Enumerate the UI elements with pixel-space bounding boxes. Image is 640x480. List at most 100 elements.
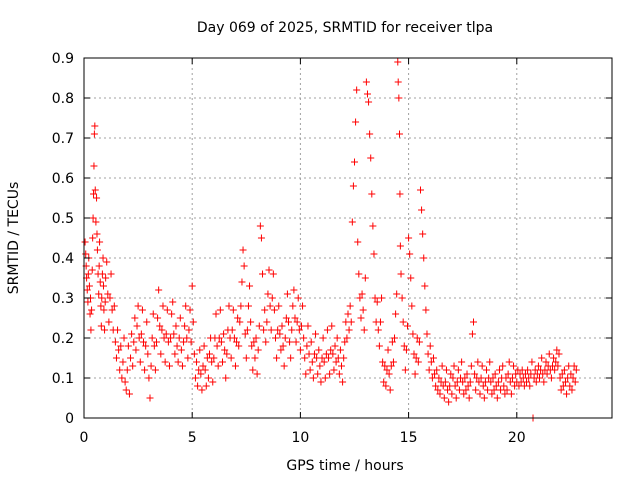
data-point: [454, 366, 462, 374]
data-point: [360, 326, 368, 334]
data-point: [317, 378, 325, 386]
data-point: [441, 378, 449, 386]
y-tick-label: 0.8: [52, 91, 74, 107]
data-point: [396, 242, 404, 250]
data-point: [228, 326, 236, 334]
data-point: [336, 346, 344, 354]
data-point: [423, 330, 431, 338]
data-point: [296, 346, 304, 354]
data-point: [261, 306, 269, 314]
data-point: [198, 386, 206, 394]
data-point: [233, 338, 241, 346]
data-point: [265, 266, 273, 274]
data-point: [251, 354, 259, 362]
data-point: [246, 282, 254, 290]
data-point: [278, 322, 286, 330]
data-point: [386, 386, 394, 394]
data-point: [235, 342, 243, 350]
data-point: [263, 318, 271, 326]
data-point: [325, 354, 333, 362]
data-point: [130, 338, 138, 346]
data-point: [97, 302, 105, 310]
data-point: [332, 358, 340, 366]
data-point: [536, 374, 544, 382]
data-point: [303, 342, 311, 350]
data-point: [465, 394, 473, 402]
data-point: [170, 330, 178, 338]
data-point: [449, 374, 457, 382]
data-point: [282, 314, 290, 322]
data-point: [418, 206, 426, 214]
data-point: [286, 338, 294, 346]
data-point: [270, 306, 278, 314]
data-point: [314, 370, 322, 378]
data-point: [326, 370, 334, 378]
data-point: [217, 338, 225, 346]
data-point: [161, 358, 169, 366]
data-point: [86, 310, 94, 318]
data-point: [89, 234, 97, 242]
data-point: [273, 354, 281, 362]
data-point: [497, 386, 505, 394]
data-point: [172, 322, 180, 330]
data-point: [312, 330, 320, 338]
data-point: [173, 342, 181, 350]
data-point: [499, 362, 507, 370]
x-tick-label: 15: [400, 430, 418, 446]
data-point: [231, 362, 239, 370]
data-point: [209, 378, 217, 386]
data-point: [239, 246, 247, 254]
data-points: [81, 58, 580, 422]
data-point: [118, 374, 126, 382]
data-point: [333, 334, 341, 342]
data-point: [99, 282, 107, 290]
data-point: [353, 86, 361, 94]
data-point: [451, 382, 459, 390]
data-point: [435, 374, 443, 382]
data-point: [367, 154, 375, 162]
data-point: [255, 322, 263, 330]
data-point: [144, 350, 152, 358]
data-point: [135, 334, 143, 342]
data-point: [306, 366, 314, 374]
data-point: [269, 270, 277, 278]
data-point: [168, 310, 176, 318]
data-point: [416, 186, 424, 194]
y-axis-label: SRMTID / TECUs: [6, 182, 22, 295]
data-point: [121, 378, 129, 386]
data-point: [284, 318, 292, 326]
data-point: [343, 334, 351, 342]
data-point: [542, 358, 550, 366]
data-point: [106, 294, 114, 302]
y-tick-label: 0.1: [52, 371, 74, 387]
data-point: [501, 390, 509, 398]
data-point: [90, 130, 98, 138]
data-point: [495, 366, 503, 374]
data-point: [427, 358, 435, 366]
data-point: [551, 366, 559, 374]
data-point: [404, 322, 412, 330]
data-point: [183, 334, 191, 342]
data-point: [374, 326, 382, 334]
data-point: [335, 370, 343, 378]
data-point: [559, 382, 567, 390]
data-point: [434, 386, 442, 394]
data-point: [488, 390, 496, 398]
data-point: [300, 334, 308, 342]
data-point: [484, 386, 492, 394]
data-point: [167, 334, 175, 342]
data-point: [182, 302, 190, 310]
data-point: [354, 238, 362, 246]
data-point: [534, 362, 542, 370]
data-point: [140, 338, 148, 346]
data-point: [215, 334, 223, 342]
data-point: [409, 330, 417, 338]
data-point: [195, 366, 203, 374]
data-point: [291, 314, 299, 322]
data-point: [234, 314, 242, 322]
data-point: [248, 342, 256, 350]
data-point: [478, 362, 486, 370]
data-point: [289, 302, 297, 310]
data-point: [348, 218, 356, 226]
data-point: [545, 350, 553, 358]
